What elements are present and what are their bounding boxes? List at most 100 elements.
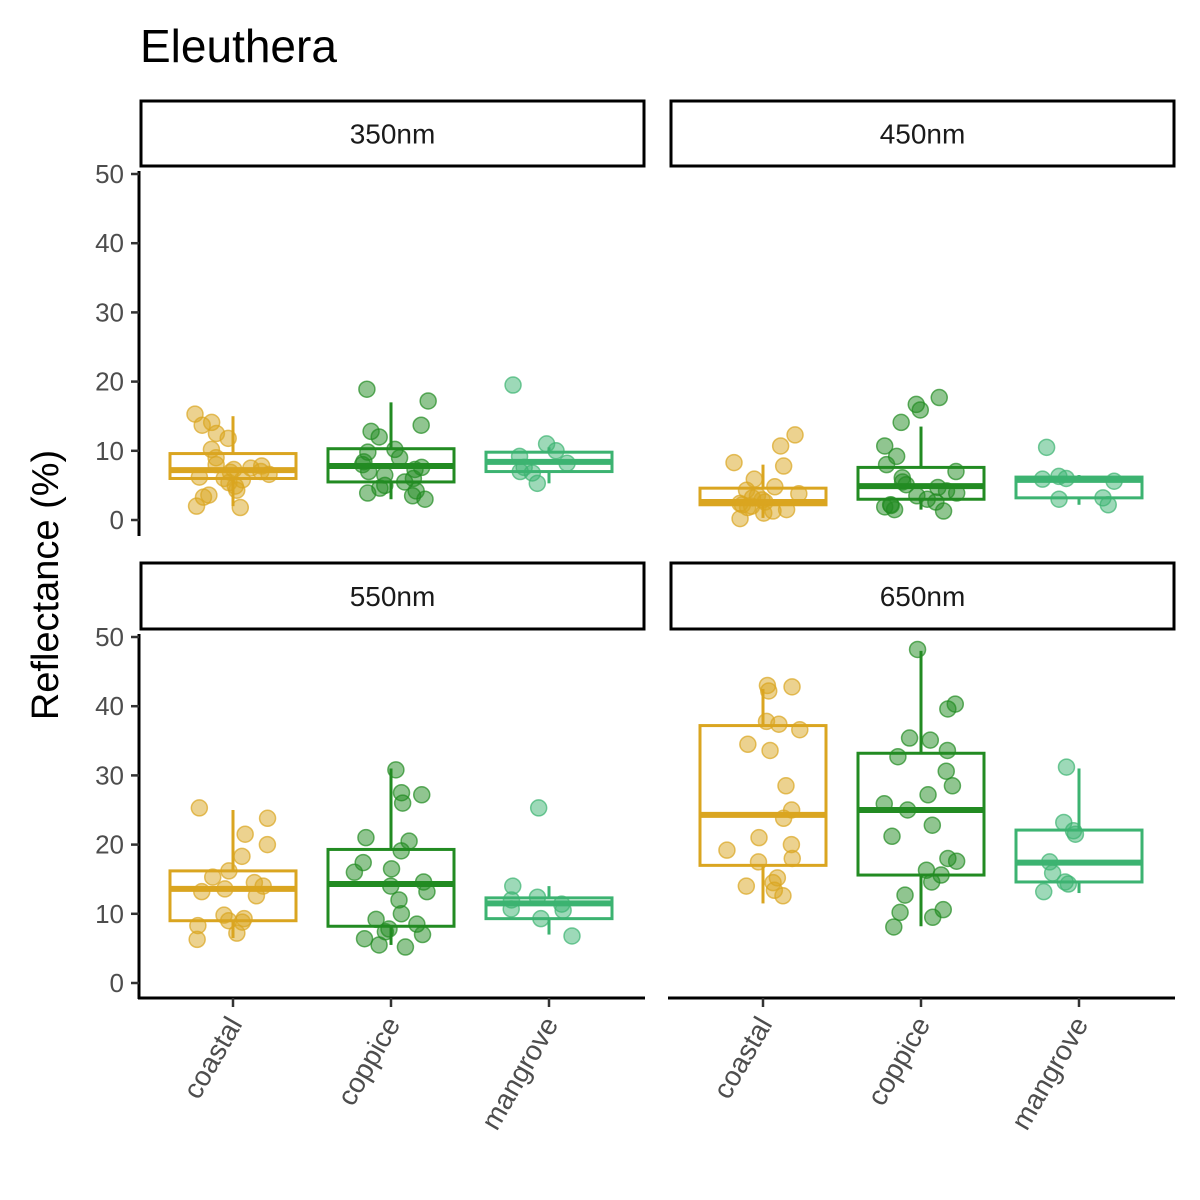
data-point bbox=[897, 475, 915, 494]
data-point bbox=[766, 478, 784, 496]
data-point bbox=[885, 500, 904, 519]
data-point bbox=[896, 886, 914, 904]
box-coastal bbox=[168, 405, 298, 517]
data-point bbox=[934, 502, 953, 520]
y-tick-label: 50 bbox=[95, 159, 124, 189]
data-point bbox=[770, 715, 788, 733]
data-point bbox=[1043, 864, 1062, 882]
data-point bbox=[759, 682, 778, 700]
data-point bbox=[774, 457, 793, 475]
data-point bbox=[392, 842, 410, 860]
y-tick-label: 10 bbox=[95, 899, 124, 929]
data-point bbox=[190, 468, 209, 486]
data-point bbox=[219, 429, 237, 448]
data-point bbox=[1099, 496, 1117, 514]
facet-strip bbox=[139, 561, 646, 631]
x-tick-label: coastal bbox=[707, 1012, 778, 1104]
data-point bbox=[193, 882, 211, 901]
data-point bbox=[413, 925, 432, 944]
data-point bbox=[875, 437, 894, 455]
data-point bbox=[412, 786, 431, 804]
facet-strip-label: 550nm bbox=[350, 581, 436, 612]
data-point bbox=[737, 877, 756, 895]
data-point bbox=[947, 484, 966, 502]
data-point bbox=[883, 827, 901, 846]
data-point bbox=[220, 862, 238, 880]
data-point bbox=[754, 504, 773, 522]
data-point bbox=[396, 938, 415, 956]
data-point bbox=[358, 484, 377, 502]
data-point bbox=[203, 868, 222, 886]
data-point bbox=[771, 437, 790, 455]
data-point bbox=[911, 401, 930, 419]
y-tick-label: 40 bbox=[95, 691, 124, 721]
data-point bbox=[258, 809, 277, 828]
data-point bbox=[528, 474, 547, 493]
data-point bbox=[889, 747, 907, 766]
x-tick-label: mangrove bbox=[1005, 1012, 1094, 1135]
box-coppice bbox=[856, 388, 986, 520]
data-point bbox=[739, 735, 757, 754]
x-tick-label: coppice bbox=[861, 1012, 936, 1111]
data-point bbox=[749, 853, 768, 871]
data-point bbox=[502, 900, 520, 918]
facet-strip-label: 450nm bbox=[880, 119, 966, 150]
box-coastal bbox=[168, 799, 298, 949]
data-point bbox=[358, 380, 376, 398]
data-point bbox=[923, 908, 942, 927]
data-point bbox=[412, 416, 430, 434]
data-point bbox=[392, 905, 411, 923]
data-point bbox=[370, 428, 388, 446]
data-point bbox=[1050, 490, 1068, 508]
data-point bbox=[193, 416, 211, 434]
data-point bbox=[877, 455, 896, 474]
data-point bbox=[387, 761, 405, 779]
data-point bbox=[791, 720, 809, 739]
data-point bbox=[367, 910, 385, 929]
data-point bbox=[875, 795, 894, 813]
box-coastal bbox=[698, 426, 828, 528]
data-point bbox=[381, 877, 400, 895]
data-point bbox=[188, 930, 206, 949]
data-point bbox=[370, 936, 388, 954]
y-tick-label: 30 bbox=[95, 760, 124, 790]
data-point bbox=[419, 392, 437, 410]
panel-450nm: 450nm bbox=[669, 99, 1176, 528]
facet-strip-label: 350nm bbox=[350, 119, 436, 150]
data-point bbox=[547, 442, 565, 460]
data-point bbox=[359, 462, 378, 481]
facet-strip bbox=[669, 99, 1176, 168]
data-point bbox=[930, 388, 948, 407]
panel-650nm: 650nm coastal coppice mangrove bbox=[668, 561, 1176, 1135]
data-point bbox=[1066, 825, 1085, 843]
box-coppice bbox=[856, 640, 986, 936]
data-point bbox=[900, 729, 919, 747]
data-point bbox=[947, 462, 965, 481]
panel-350nm: 350nm 0 10 20 30 40 50 bbox=[95, 99, 646, 536]
data-point bbox=[231, 498, 250, 517]
data-point bbox=[207, 455, 225, 474]
x-tick-label: mangrove bbox=[475, 1012, 564, 1135]
data-point bbox=[943, 777, 962, 795]
data-point bbox=[390, 448, 409, 467]
data-point bbox=[258, 835, 277, 854]
data-point bbox=[416, 490, 434, 508]
facet-strip bbox=[139, 99, 646, 168]
x-tick-label: coastal bbox=[177, 1012, 248, 1104]
data-point bbox=[786, 426, 804, 444]
y-axis-title: Reflectance (%) bbox=[25, 450, 67, 720]
data-point bbox=[725, 453, 743, 472]
data-point bbox=[382, 860, 401, 878]
y-tick-label: 50 bbox=[95, 622, 124, 652]
data-point bbox=[504, 376, 522, 394]
iqr-box bbox=[856, 751, 986, 877]
data-point bbox=[731, 509, 749, 528]
data-point bbox=[563, 927, 581, 945]
y-tick-label: 40 bbox=[95, 228, 124, 258]
data-point bbox=[357, 828, 375, 847]
box-coppice bbox=[326, 761, 456, 956]
data-point bbox=[528, 888, 547, 906]
data-point bbox=[247, 887, 266, 905]
data-point bbox=[908, 640, 927, 659]
